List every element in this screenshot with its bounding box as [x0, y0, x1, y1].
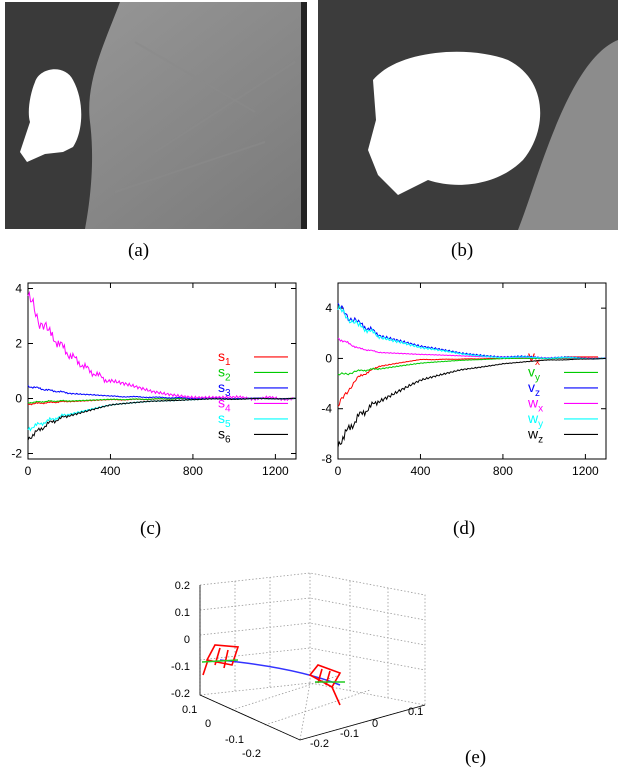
- legend-s2: s2: [218, 363, 231, 383]
- legend-vz: vz: [528, 379, 540, 399]
- y-tick-label: 0: [15, 392, 22, 406]
- caption-a: (a): [128, 240, 150, 261]
- y-tick-label: 4: [15, 282, 22, 296]
- caption-c: (c): [140, 518, 162, 539]
- legend-wz: wz: [527, 425, 543, 445]
- x-tick-label: -0.1: [225, 734, 244, 746]
- series-s3-line: [27, 385, 297, 400]
- x-tick-label: 400: [410, 464, 430, 478]
- y-tick-label: 2: [15, 337, 22, 351]
- series-s4-line: [27, 290, 297, 402]
- photo-a: [5, 2, 307, 229]
- skull-silhouette: [368, 51, 541, 195]
- legend-s1: s1: [218, 348, 231, 368]
- series-wz-line: [337, 357, 607, 448]
- y-tick-label: -0.2: [310, 738, 329, 750]
- y-tick-label: 0: [325, 351, 332, 365]
- x-tick-label: 0: [205, 718, 211, 730]
- legend-s3: s3: [218, 379, 231, 399]
- z-tick-label: -0.2: [171, 688, 190, 700]
- x-tick-label: -0.2: [242, 748, 261, 760]
- x-tick-label: 1200: [262, 464, 289, 478]
- x-tick-label: 0: [335, 464, 342, 478]
- z-tick-label: 0: [184, 634, 190, 646]
- plot-frame: [27, 282, 297, 460]
- z-tick-label: -0.1: [171, 661, 190, 673]
- chart-e: 0.2 0.1 0 -0.1 -0.2 0.1 0 -0.1 -0.2 -0.2 -0.1 0 0.…: [171, 572, 426, 760]
- x-tick-label: 800: [493, 464, 513, 478]
- series-s6-line: [27, 397, 296, 441]
- y-tick-label: -4: [321, 402, 332, 416]
- y-tick-label: 0: [372, 718, 378, 730]
- skull-silhouette: [20, 69, 82, 162]
- caption-b: (b): [451, 240, 474, 261]
- series-vz-line: [337, 303, 607, 360]
- z-tick-label: 0.1: [175, 607, 190, 619]
- x-tick-label: 1200: [572, 464, 599, 478]
- caption-e: (e): [465, 747, 487, 768]
- series-wy-line: [337, 304, 607, 360]
- y-tick-label: 4: [325, 301, 332, 315]
- y-tick-label: 0.1: [408, 706, 423, 718]
- plot-frame: [337, 282, 607, 460]
- x-tick-label: 0.1: [182, 704, 197, 716]
- x-tick-label: 0: [25, 464, 32, 478]
- legend-s5: s5: [218, 410, 231, 430]
- x-tick-label: 800: [183, 464, 203, 478]
- legend-wx: wx: [527, 394, 543, 414]
- y-tick-label: -0.1: [340, 728, 359, 740]
- legend-s4: s4: [218, 394, 231, 414]
- y-tick-label: -2: [11, 447, 22, 461]
- caption-d: (d): [453, 518, 476, 539]
- legend-s6: s6: [218, 425, 231, 445]
- photo-a-image: [5, 2, 307, 229]
- series-vx-line: [337, 357, 607, 407]
- z-tick-label: 0.2: [175, 580, 190, 592]
- x-tick-label: 400: [100, 464, 120, 478]
- legend-vy: vy: [528, 363, 540, 383]
- legend-wy: wy: [527, 410, 543, 430]
- photo-b: [318, 0, 618, 230]
- y-tick-label: -8: [321, 452, 332, 466]
